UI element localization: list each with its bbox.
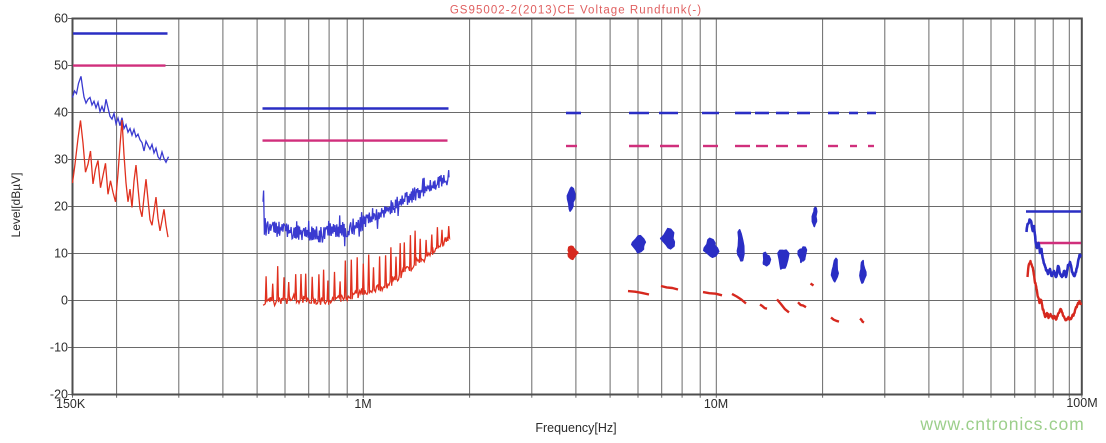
svg-text:100M: 100M: [1066, 396, 1097, 410]
svg-text:20: 20: [54, 200, 68, 214]
svg-text:40: 40: [54, 106, 68, 120]
svg-text:GS95002-2(2013)CE Voltage Rund: GS95002-2(2013)CE Voltage Rundfunk(-): [450, 5, 702, 17]
svg-text:10: 10: [54, 247, 68, 261]
svg-text:150K: 150K: [56, 397, 86, 411]
svg-text:50: 50: [54, 59, 68, 73]
svg-text:30: 30: [54, 153, 68, 167]
svg-text:-20: -20: [50, 388, 68, 402]
svg-text:0: 0: [61, 294, 68, 308]
svg-text:Level[dBµV]: Level[dBµV]: [9, 173, 23, 238]
svg-text:www.cntronics.com: www.cntronics.com: [919, 414, 1084, 434]
svg-text:Frequency[Hz]: Frequency[Hz]: [535, 421, 616, 435]
svg-text:60: 60: [54, 12, 68, 26]
svg-text:10M: 10M: [704, 397, 728, 411]
svg-text:1M: 1M: [354, 397, 371, 411]
svg-text:-10: -10: [50, 341, 68, 355]
